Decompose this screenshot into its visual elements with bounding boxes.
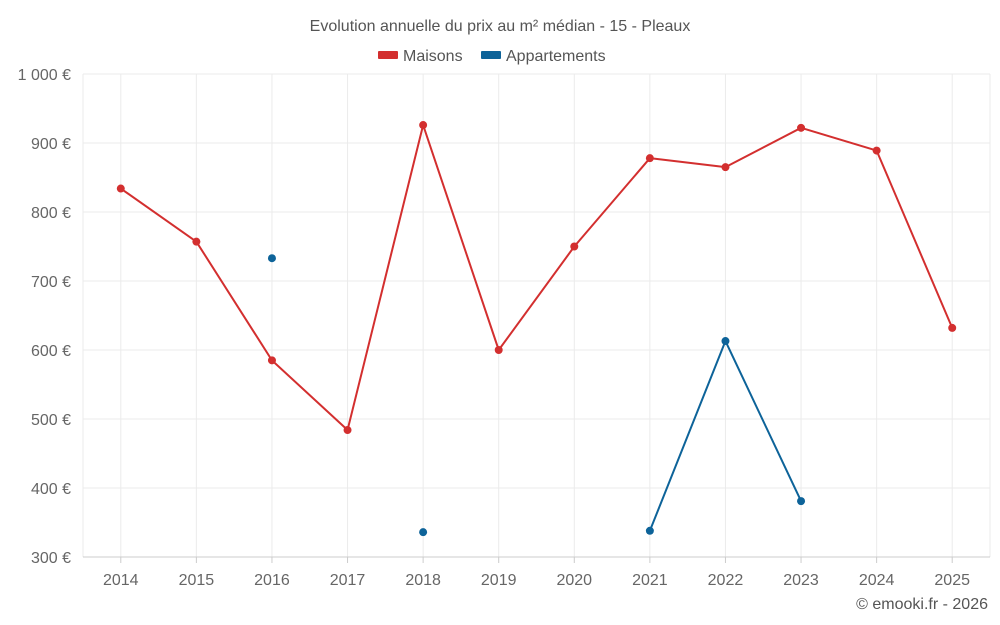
data-point-appartements-2021[interactable] (645, 526, 654, 535)
axes (83, 556, 990, 563)
data-point-maisons-2017[interactable] (343, 426, 352, 435)
x-tick-label: 2015 (179, 572, 215, 589)
x-tick-label: 2024 (859, 572, 895, 589)
y-tick-label: 900 € (31, 136, 71, 153)
x-axis-ticks: 2014 2015 2016 2017 2018 2019 2020 2021 2022 2023… (103, 572, 970, 589)
data-point-maisons-2019[interactable] (494, 346, 503, 354)
x-tick-label: 2016 (254, 572, 290, 589)
y-tick-label: 500 € (31, 412, 71, 429)
series-line-maisons (120, 124, 954, 432)
data-point-maisons-2023[interactable] (797, 123, 806, 132)
legend-label-appartements: Appartements (506, 48, 606, 65)
x-tick-label: 2023 (783, 572, 819, 589)
legend: Maisons Appartements (378, 48, 606, 65)
legend-label-maisons: Maisons (403, 48, 463, 65)
chart-title: Evolution annuelle du prix au m² médian … (310, 18, 691, 35)
data-point-maisons-2022[interactable] (721, 163, 730, 172)
data-point-appartements-2022[interactable] (721, 337, 730, 346)
x-tick-label: 2019 (481, 572, 517, 589)
y-tick-label: 600 € (31, 343, 71, 360)
x-tick-label: 2022 (708, 572, 744, 589)
y-tick-label: 800 € (31, 205, 71, 222)
data-point-maisons-2020[interactable] (570, 242, 579, 251)
data-point-maisons-2024[interactable] (872, 146, 881, 155)
y-tick-label: 400 € (31, 481, 71, 498)
data-point-maisons-2016[interactable] (267, 356, 276, 365)
legend-item-appartements[interactable]: Appartements (481, 48, 606, 65)
data-point-maisons-2018[interactable] (419, 121, 428, 130)
y-tick-label: 1 000 € (18, 67, 71, 84)
data-point-maisons-2021[interactable] (645, 154, 654, 163)
series-appartements (267, 254, 806, 537)
x-tick-label: 2025 (934, 572, 970, 589)
series (116, 121, 957, 537)
data-point-appartements-2016[interactable] (267, 254, 276, 263)
grid (82, 73, 991, 557)
x-tick-label: 2021 (632, 572, 668, 589)
legend-swatch-maisons (378, 51, 398, 59)
data-point-appartements-2023[interactable] (797, 497, 806, 506)
data-point-appartements-2018[interactable] (419, 528, 428, 537)
y-tick-label: 700 € (31, 274, 71, 291)
x-tick-label: 2017 (330, 572, 366, 589)
data-point-maisons-2015[interactable] (192, 237, 201, 246)
credit-text: © emooki.fr - 2026 (856, 596, 988, 613)
data-point-maisons-2014[interactable] (116, 184, 125, 193)
x-tick-label: 2018 (405, 572, 441, 589)
x-tick-label: 2020 (556, 572, 592, 589)
data-point-maisons-2025[interactable] (948, 323, 957, 332)
legend-item-maisons[interactable]: Maisons (378, 48, 463, 65)
y-tick-label: 300 € (31, 550, 71, 567)
x-tick-label: 2014 (103, 572, 139, 589)
series-maisons (116, 121, 957, 435)
y-axis-ticks: 300 € 400 € 500 € 600 € 700 € 800 € 900 € 1 000… (18, 67, 71, 567)
legend-swatch-appartements (481, 51, 501, 59)
